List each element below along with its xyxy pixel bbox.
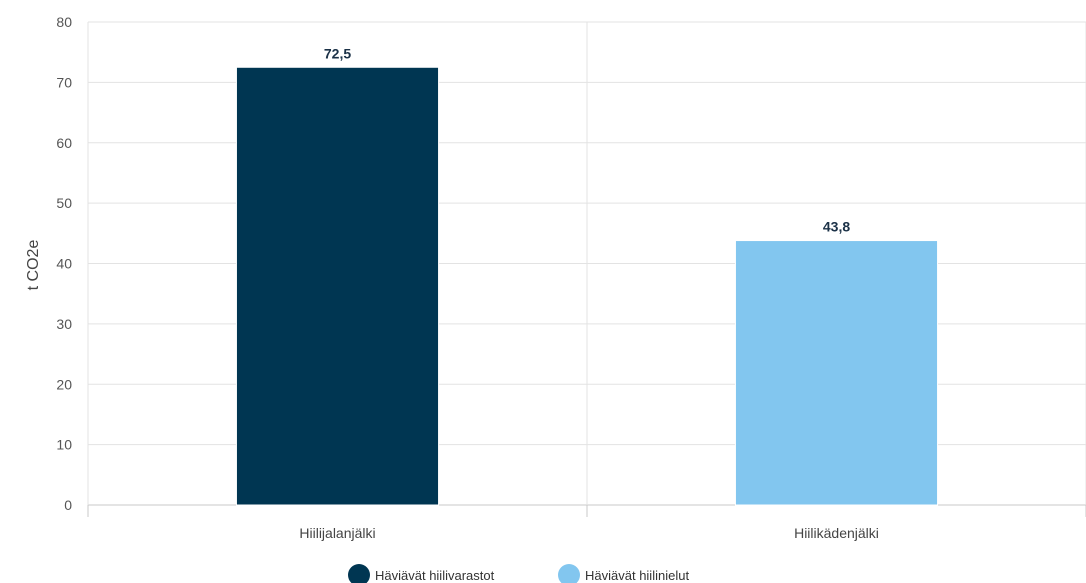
data-label-1: 72,5	[324, 45, 351, 61]
legend-label-2: Häviävät hiilinielut	[585, 568, 689, 583]
axes: 0 10 20 30 40 50 60 70 80	[56, 14, 1086, 517]
bar-2	[734, 240, 939, 506]
y-tick-label-0: 0	[64, 497, 72, 513]
y-tick-label-30: 30	[56, 316, 72, 332]
y-tick-label-40: 40	[56, 256, 72, 272]
y-tick-label-50: 50	[56, 195, 72, 211]
y-tick-label-20: 20	[56, 376, 72, 392]
legend: Häviävät hiilivarastot Häviävät hiiliniel…	[348, 564, 689, 583]
legend-label-1: Häviävät hiilivarastot	[375, 568, 495, 583]
y-tick-label-60: 60	[56, 135, 72, 151]
legend-marker-1	[348, 564, 370, 583]
labels: 72,5 Hiilijalanjälki 43,8 Hiilikädenjälki	[299, 45, 879, 541]
y-tick-label-70: 70	[56, 74, 72, 90]
x-tick-label-1: Hiilijalanjälki	[299, 525, 375, 541]
bars	[235, 66, 939, 506]
y-tick-label-10: 10	[56, 437, 72, 453]
bar-1	[235, 66, 440, 506]
data-label-2: 43,8	[823, 219, 850, 235]
x-tick-label-2: Hiilikädenjälki	[794, 525, 879, 541]
y-axis-title: t CO2e	[25, 240, 42, 291]
legend-marker-2	[558, 564, 580, 583]
y-tick-label-80: 80	[56, 14, 72, 30]
